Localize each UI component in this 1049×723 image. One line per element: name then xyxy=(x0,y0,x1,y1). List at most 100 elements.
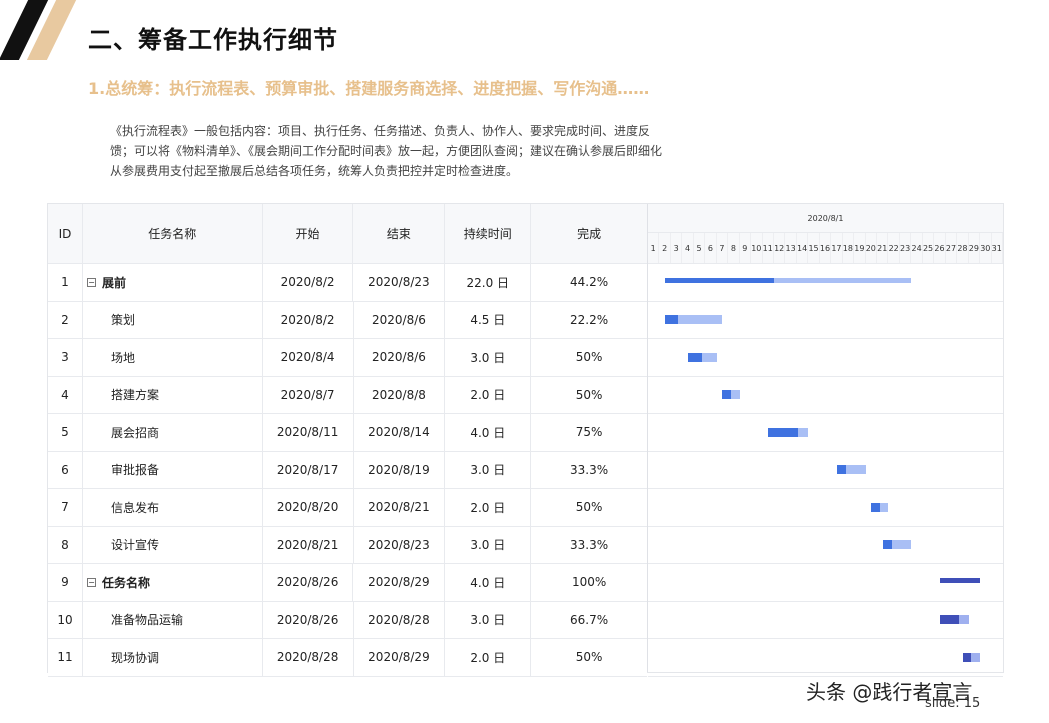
collapse-toggle-icon[interactable]: − xyxy=(86,277,96,287)
task-end-cell: 2020/8/28 xyxy=(354,601,446,638)
task-bar[interactable] xyxy=(836,465,866,475)
task-name-text: 审批报备 xyxy=(110,463,159,478)
timeline-day-label: 28 xyxy=(957,233,969,263)
task-progress-bar xyxy=(940,615,960,625)
timeline-day-label: 16 xyxy=(820,233,832,263)
summary-bar[interactable] xyxy=(665,277,912,283)
timeline-day-label: 20 xyxy=(866,233,878,263)
timeline-row xyxy=(648,377,1003,414)
table-row[interactable]: 10 准备物品运输 2020/8/26 2020/8/28 3.0 日 66.7% xyxy=(48,601,647,639)
task-start-cell: 2020/8/21 xyxy=(263,526,354,563)
task-name-text: 展会招商 xyxy=(110,425,159,440)
timeline-day-label: 2 xyxy=(659,233,671,263)
collapse-toggle-icon[interactable]: − xyxy=(86,577,96,587)
task-end-cell: 2020/8/29 xyxy=(354,639,446,676)
timeline-day-label: 27 xyxy=(946,233,958,263)
table-row[interactable]: 3 场地 2020/8/4 2020/8/6 3.0 日 50% xyxy=(48,339,647,377)
watermark: 头条 @践行者宣言 xyxy=(806,680,973,704)
task-duration-cell: 3.0 日 xyxy=(445,526,532,563)
task-start-cell: 2020/8/26 xyxy=(263,601,354,638)
table-row[interactable]: 2 策划 2020/8/2 2020/8/6 4.5 日 22.2% xyxy=(48,301,647,339)
table-row[interactable]: 6 审批报备 2020/8/17 2020/8/19 3.0 日 33.3% xyxy=(48,451,647,489)
task-name-cell: 搭建方案 xyxy=(83,376,263,413)
task-end-cell: 2020/8/19 xyxy=(354,451,446,488)
task-progress-bar xyxy=(768,427,799,437)
timeline-day-label: 29 xyxy=(969,233,981,263)
timeline-day-label: 11 xyxy=(763,233,774,263)
timeline-row xyxy=(648,489,1003,527)
timeline-row xyxy=(648,602,1003,639)
slide-number: slide: 15 xyxy=(925,696,981,711)
task-complete-cell: 66.7% xyxy=(570,612,609,627)
timeline-row xyxy=(648,564,1003,602)
table-row[interactable]: 5 展会招商 2020/8/11 2020/8/14 4.0 日 75% xyxy=(48,414,647,452)
task-name-text: 场地 xyxy=(110,350,135,365)
task-bar[interactable] xyxy=(871,502,889,512)
task-table: ID 任务名称 开始 结束 持续时间 完成 1− 展前 2020/8/2 2020/8… xyxy=(48,204,648,677)
timeline-row xyxy=(648,452,1003,489)
timeline-month-label: 2020/8/1 xyxy=(648,204,1003,233)
task-name-cell: 策划 xyxy=(83,301,263,338)
task-name-cell: 准备物品运输 xyxy=(83,601,263,638)
task-end-cell: 2020/8/29 xyxy=(353,564,446,601)
timeline-day-label: 25 xyxy=(923,233,935,263)
task-id-cell: 8 xyxy=(48,526,83,563)
description-paragraph: 《执行流程表》一般包括内容：项目、执行任务、任务描述、负责人、协作人、要求完成时… xyxy=(110,124,663,178)
timeline-day-label: 13 xyxy=(785,233,797,263)
task-name-text: 策划 xyxy=(110,313,135,328)
task-progress-bar xyxy=(665,315,678,325)
task-name-cell: − 展前 xyxy=(83,264,263,301)
timeline-chart: 2020/8/1 1 2 3 4 5 6 7 8 9 10 11 12 13 14 15 16 17 18 19 20… xyxy=(648,204,1003,677)
table-row[interactable]: 4 搭建方案 2020/8/7 2020/8/8 2.0 日 50% xyxy=(48,376,647,414)
task-start-cell: 2020/8/11 xyxy=(263,414,354,451)
table-row[interactable]: 7 信息发布 2020/8/20 2020/8/21 2.0 日 50% xyxy=(48,489,647,527)
timeline-row xyxy=(648,639,1003,677)
table-row[interactable]: 11 现场协调 2020/8/28 2020/8/29 2.0 日 50% xyxy=(48,639,647,677)
task-duration-cell: 2.0 日 xyxy=(445,639,532,676)
summary-bar[interactable] xyxy=(940,577,981,583)
task-end-cell: 2020/8/23 xyxy=(354,526,446,563)
task-progress-bar xyxy=(722,390,731,400)
task-id-cell: 3 xyxy=(48,339,83,376)
task-progress-bar xyxy=(871,502,880,512)
task-start-cell: 2020/8/28 xyxy=(263,639,354,676)
column-header-id[interactable]: ID xyxy=(48,204,83,263)
column-header-start[interactable]: 开始 xyxy=(263,204,354,263)
task-bar[interactable] xyxy=(688,352,717,362)
table-row[interactable]: 9− 任务名称 2020/8/26 2020/8/29 4.0 日 100% xyxy=(48,564,647,602)
timeline-day-label: 6 xyxy=(705,233,717,263)
task-id-cell: 10 xyxy=(48,601,83,638)
task-end-cell: 2020/8/21 xyxy=(354,489,446,526)
task-start-cell: 2020/8/26 xyxy=(263,564,354,601)
task-start-cell: 2020/8/2 xyxy=(263,301,354,338)
timeline-day-label: 19 xyxy=(854,233,866,263)
column-header-task-name[interactable]: 任务名称 xyxy=(83,204,263,263)
slide-title: 二、筹备工作执行细节 xyxy=(88,26,338,54)
timeline-day-label: 8 xyxy=(728,233,740,263)
task-duration-cell: 4.5 日 xyxy=(445,301,532,338)
timeline-day-label: 10 xyxy=(751,233,763,263)
task-bar[interactable] xyxy=(962,652,981,662)
table-row[interactable]: 8 设计宣传 2020/8/21 2020/8/23 3.0 日 33.3% xyxy=(48,526,647,564)
task-bar[interactable] xyxy=(882,540,912,550)
task-name-cell: − 任务名称 xyxy=(83,564,263,601)
timeline-day-label: 7 xyxy=(717,233,729,263)
task-duration-cell: 2.0 日 xyxy=(445,376,532,413)
timeline-day-label: 30 xyxy=(980,233,992,263)
task-name-cell: 审批报备 xyxy=(83,451,263,488)
table-row[interactable]: 1− 展前 2020/8/2 2020/8/23 22.0 日 44.2% xyxy=(48,264,647,302)
task-duration-cell: 2.0 日 xyxy=(445,489,532,526)
task-id-cell: 7 xyxy=(48,489,83,526)
timeline-day-label: 21 xyxy=(877,233,889,263)
task-bar[interactable] xyxy=(722,390,740,400)
column-header-complete[interactable]: 完成 xyxy=(577,227,602,241)
column-header-end[interactable]: 结束 xyxy=(353,204,446,263)
task-bar[interactable] xyxy=(665,315,723,325)
summary-progress-bar xyxy=(665,277,774,283)
task-duration-cell: 3.0 日 xyxy=(445,339,532,376)
column-header-duration[interactable]: 持续时间 xyxy=(445,204,532,263)
timeline-day-label: 15 xyxy=(808,233,820,263)
timeline-day-label: 23 xyxy=(900,233,912,263)
timeline-row xyxy=(648,339,1003,377)
task-complete-cell: 33.3% xyxy=(570,537,609,552)
